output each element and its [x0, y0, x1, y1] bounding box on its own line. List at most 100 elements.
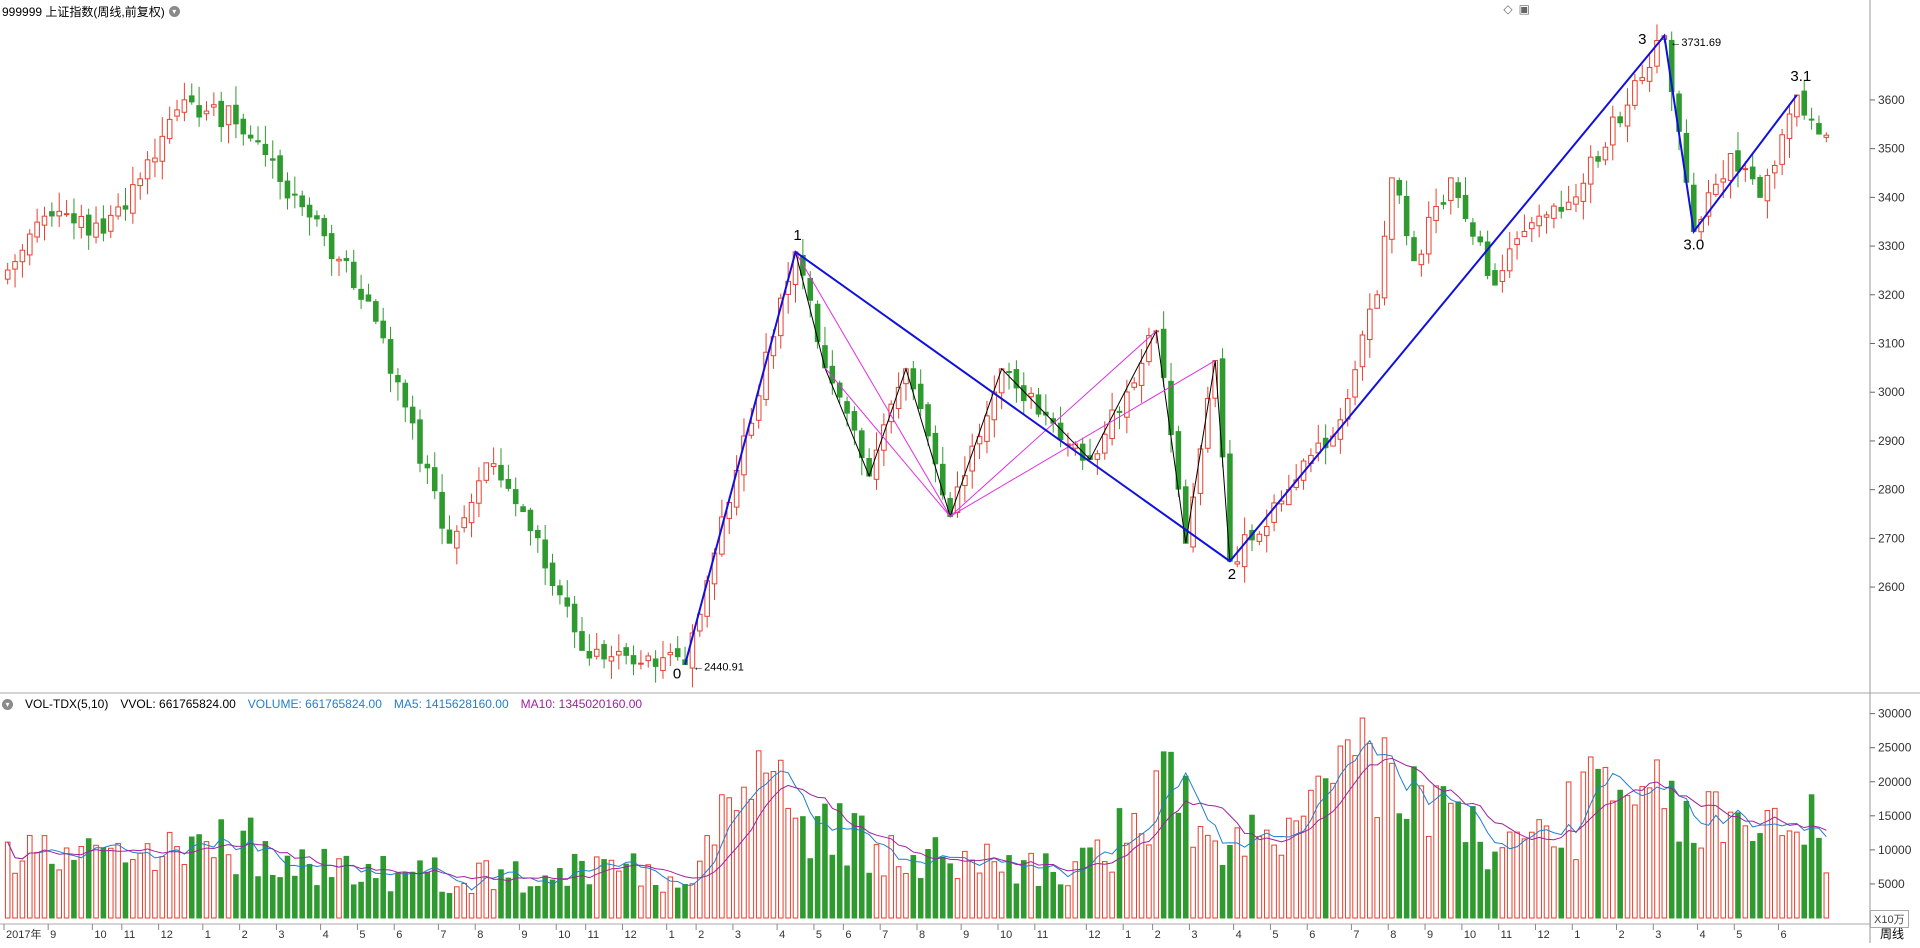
volume-bar [49, 863, 55, 919]
candle [1234, 561, 1241, 565]
candle [601, 644, 607, 660]
volume-bar [969, 859, 976, 919]
ma5-value: MA5: 1415628160.00 [393, 697, 509, 711]
volume-bar [19, 860, 26, 919]
magenta-trend-line [949, 330, 1157, 517]
volume-bar [395, 872, 401, 919]
volume-bar [652, 884, 659, 919]
candle [247, 134, 254, 139]
volume-bar [262, 841, 269, 919]
candle [395, 375, 401, 383]
volume-bar [1484, 869, 1491, 919]
candle [822, 345, 828, 369]
candle [1197, 448, 1204, 494]
candle [1462, 195, 1469, 220]
volume-legend: ▾ VOL-TDX(5,10) VVOL: 661765824.00 VOLUM… [2, 697, 642, 711]
candle [1455, 182, 1461, 198]
candle [1786, 113, 1793, 140]
volume-bar [233, 874, 239, 919]
volume-bar [1403, 818, 1410, 919]
magenta-trend-line [795, 251, 951, 517]
candle [56, 210, 63, 217]
candle [1558, 206, 1565, 212]
indicator-name[interactable]: VOL-TDX(5,10) [25, 697, 109, 711]
time-tick-label: 4 [1236, 929, 1242, 941]
candle [623, 647, 629, 656]
volume-bar [321, 848, 328, 919]
time-tick-label: 9 [50, 929, 56, 941]
candle [527, 509, 534, 532]
volume-bar [284, 855, 291, 919]
volume-bar [689, 883, 696, 919]
title-dropdown-icon[interactable]: ▾ [168, 6, 180, 17]
volume-bar [247, 817, 254, 919]
candle [277, 155, 283, 182]
volume-bar [1241, 855, 1248, 919]
volume-bar [1234, 827, 1241, 919]
volume-bar [785, 807, 791, 919]
volume-bar [1610, 800, 1616, 919]
candle [1565, 201, 1572, 211]
volume-bar [1197, 825, 1204, 919]
volume-bar [1595, 768, 1601, 919]
volume-bar [1006, 855, 1012, 919]
volume-bar [468, 893, 475, 919]
volume-bar [1190, 846, 1196, 919]
period-label[interactable]: 周线 [1880, 927, 1905, 941]
indicator-menu-icon[interactable]: ▾ [2, 698, 13, 710]
candle [689, 632, 696, 669]
candle [350, 261, 357, 289]
candle [233, 104, 239, 125]
volume-bar [903, 872, 909, 919]
candle [255, 140, 261, 143]
candle [638, 662, 644, 665]
volume-bar [1668, 780, 1675, 919]
candle [1389, 177, 1395, 240]
volume-bar [726, 797, 733, 919]
candle [1271, 502, 1277, 523]
volume-bar [505, 877, 512, 919]
candle [314, 215, 320, 220]
candle [269, 158, 276, 161]
price-tick-label: 2800 [1878, 483, 1905, 497]
volume-bar [71, 859, 77, 919]
candle [608, 656, 615, 662]
candle [1484, 241, 1491, 276]
volume-bar [770, 771, 777, 919]
volume-bar [1661, 808, 1668, 919]
time-tick-label: 12 [1088, 929, 1100, 941]
volume-bar [1256, 836, 1263, 919]
time-tick-label: 12 [161, 929, 173, 941]
volume-bar [211, 857, 217, 919]
window-icon[interactable]: ▣ [1518, 2, 1530, 16]
volume-bar [1072, 861, 1079, 919]
volume-value: VOLUME: 661765824.00 [247, 697, 382, 711]
time-tick-label: 7 [440, 929, 446, 941]
candle [468, 501, 475, 524]
volume-bar [1374, 817, 1380, 919]
time-tick-label: 3 [1191, 929, 1197, 941]
price-tick-label: 3500 [1878, 142, 1905, 156]
time-tick-label: 8 [919, 929, 925, 941]
volume-bar [998, 871, 1005, 919]
volume-bar [1587, 756, 1594, 919]
volume-tick-label: 30000 [1878, 707, 1912, 721]
volume-bar [1028, 852, 1034, 919]
candle [1764, 174, 1771, 202]
volume-bar [1521, 838, 1528, 919]
candle [505, 478, 512, 489]
wave-label: 3.1 [1790, 68, 1811, 85]
candle [328, 233, 335, 260]
candle [1624, 104, 1631, 127]
volume-bar [608, 859, 615, 919]
candle [78, 215, 85, 228]
candle [1727, 153, 1734, 181]
candle [1646, 66, 1653, 82]
volume-bar [638, 885, 644, 919]
diamond-icon[interactable]: ◇ [1503, 2, 1513, 16]
volume-bar [778, 759, 784, 919]
volume-bar [1558, 847, 1565, 919]
time-tick-label: 3 [1655, 929, 1661, 941]
volume-bar [1043, 853, 1049, 919]
